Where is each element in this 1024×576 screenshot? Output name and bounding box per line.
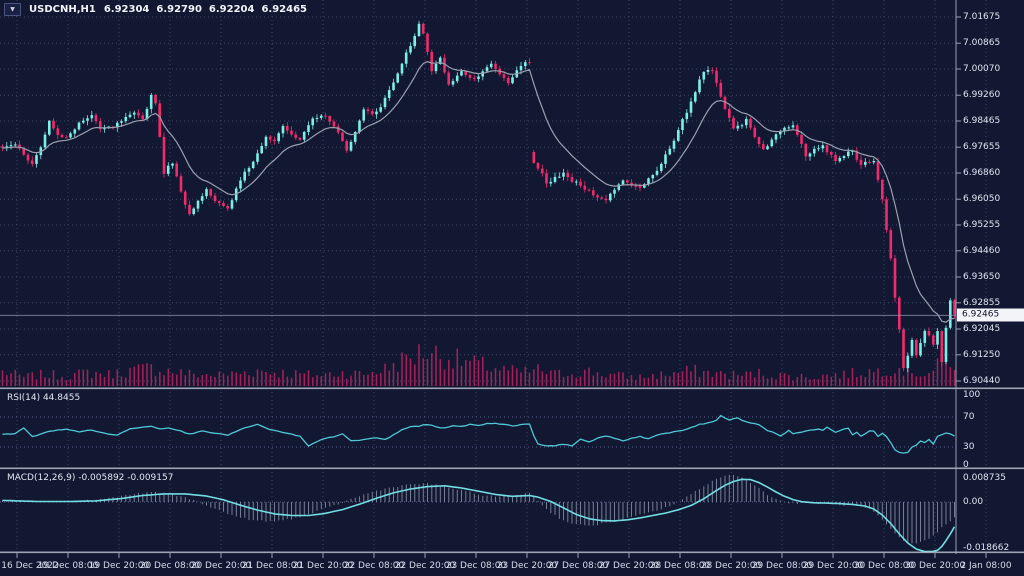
time-axis-label: 28 Dec 20:00 <box>700 561 762 571</box>
price-axis-label: 6.96860 <box>963 168 1001 178</box>
price-axis-label: 6.97655 <box>963 142 1001 153</box>
time-axis-label: 22 Dec 08:00 <box>343 561 405 571</box>
time-axis-label: 21 Dec 20:00 <box>292 561 354 571</box>
time-axis-label: 23 Dec 08:00 <box>445 561 507 571</box>
axis-layer[interactable] <box>0 0 1024 558</box>
price-axis-label: 7.00070 <box>963 64 1001 74</box>
time-axis-label: 29 Dec 08:00 <box>751 561 813 571</box>
close-value: 6.92465 <box>261 4 308 15</box>
time-axis-label: 2 Jan 08:00 <box>960 561 1012 571</box>
price-axis-label: 6.90440 <box>963 376 1001 386</box>
time-axis-label: 28 Dec 08:00 <box>649 561 711 571</box>
macd-panel-label: MACD(12,26,9) -0.005892 -0.009157 <box>7 473 174 483</box>
low-value: 6.92204 <box>208 4 255 15</box>
time-axis-label: 19 Dec 08:00 <box>37 561 99 571</box>
price-axis-label: 6.92855 <box>963 297 1001 308</box>
macd-axis-label: -0.018662 <box>963 543 1010 553</box>
collapse-chart-button[interactable]: ▼ <box>4 3 21 16</box>
time-axis-label: 30 Dec 08:00 <box>853 561 915 571</box>
price-axis-label: 6.99260 <box>963 90 1001 101</box>
open-value: 6.92304 <box>103 4 150 15</box>
price-axis-label: 6.96050 <box>963 194 1001 205</box>
chevron-down-icon: ▼ <box>10 6 15 13</box>
high-value: 6.92790 <box>156 4 202 15</box>
time-axis-label: 22 Dec 20:00 <box>394 561 456 571</box>
rsi-axis-label: 0 <box>963 460 969 470</box>
price-axis-label: 6.98465 <box>963 116 1001 126</box>
price-axis-label: 6.95255 <box>963 220 1001 230</box>
time-axis-label: 16 Dec 2022 <box>1 561 59 571</box>
time-axis-label: 27 Dec 08:00 <box>547 561 609 571</box>
rsi-panel-label: RSI(14) 44.8455 <box>7 393 81 403</box>
grid-layer[interactable] <box>0 0 987 552</box>
panel-separator[interactable] <box>0 467 1024 470</box>
macd-axis-label: 0.00 <box>963 497 984 507</box>
time-axis-label: 27 Dec 20:00 <box>598 561 660 571</box>
ohlc-readout: 6.92304 6.92790 6.92204 6.92465 <box>104 4 307 15</box>
rsi-axis-label: 100 <box>963 390 981 400</box>
price-axis-label: 7.01675 <box>963 12 1001 22</box>
price-axis-label: 6.93650 <box>963 272 1001 282</box>
panel-separator[interactable] <box>0 551 1024 554</box>
rsi-axis-label: 70 <box>963 412 975 422</box>
time-axis-label: 20 Dec 08:00 <box>139 561 201 571</box>
time-axis-label: 29 Dec 20:00 <box>802 561 864 571</box>
macd-axis-label: 0.008735 <box>963 473 1006 484</box>
time-axis-label: 30 Dec 20:00 <box>904 561 966 571</box>
panel-separator[interactable] <box>0 387 1024 390</box>
main-price-panel[interactable] <box>0 20 956 386</box>
price-axis-label: 6.92045 <box>963 324 1001 334</box>
macd-panel[interactable] <box>0 474 956 553</box>
time-axis-label: 21 Dec 08:00 <box>241 561 303 571</box>
price-axis-label: 6.91250 <box>963 349 1001 360</box>
symbol-period-label: USDCNH,H1 <box>29 4 96 15</box>
rsi-panel[interactable] <box>0 414 956 454</box>
price-axis-label: 6.94460 <box>963 245 1001 256</box>
time-axis-label: 19 Dec 20:00 <box>88 561 150 571</box>
rsi-axis-label: 30 <box>963 442 975 452</box>
price-axis-label: 7.00865 <box>963 38 1001 49</box>
time-axis-label: 23 Dec 20:00 <box>496 561 558 571</box>
time-axis-label: 20 Dec 20:00 <box>190 561 252 571</box>
chart-header: ▼ USDCNH,H1 6.92304 6.92790 6.92204 6.92… <box>4 3 307 16</box>
current-price-tag: 6.92465 <box>957 308 1024 322</box>
